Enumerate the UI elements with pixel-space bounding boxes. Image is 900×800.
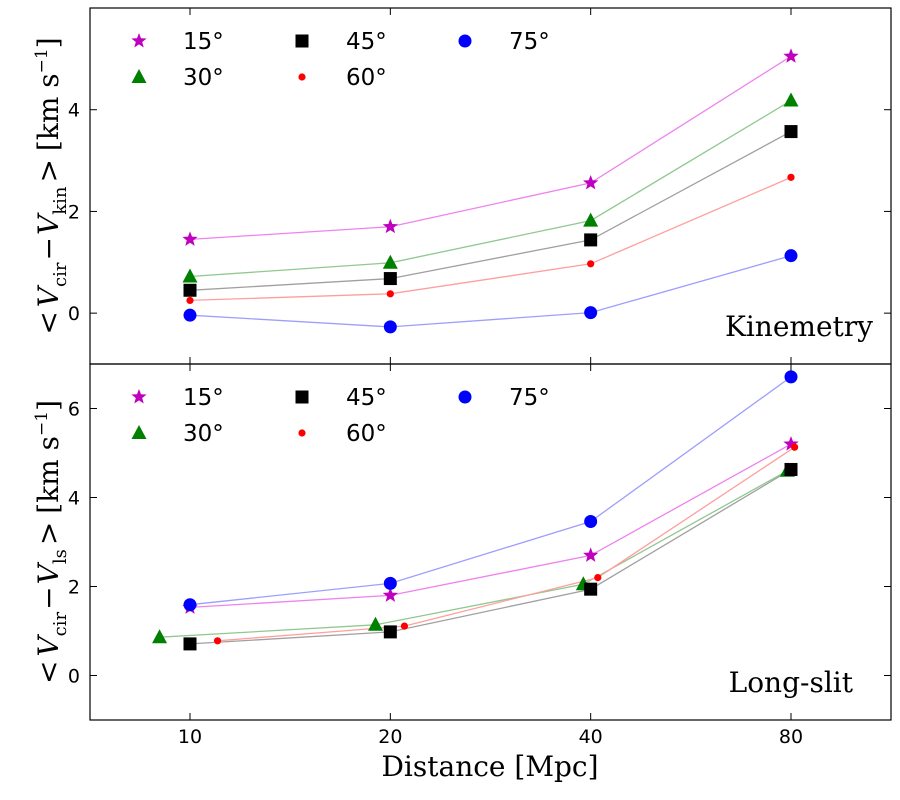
kinemetry-legend-marker-square — [295, 34, 309, 48]
kinemetry-point-square — [383, 272, 397, 286]
long-slit-legend-marker-circle — [458, 390, 472, 404]
kinemetry-point-triangle — [783, 92, 799, 107]
long-slit-x-tick-label: 40 — [579, 726, 603, 748]
kinemetry-point-circle — [383, 320, 397, 334]
kinemetry-point-star — [583, 174, 599, 190]
long-slit-point-star — [382, 587, 398, 602]
kinemetry-point-circle — [183, 308, 197, 322]
kinemetry-series-line-0 — [189, 55, 792, 241]
kinemetry-legend-label: 15° — [183, 29, 224, 55]
kinemetry-point-dot — [587, 260, 595, 268]
kinemetry-y-axis-label: <Vcir−Vkin>[km s−1] — [32, 37, 71, 334]
kinemetry-point-star — [182, 231, 198, 246]
kinemetry-point-square — [584, 233, 598, 247]
kinemetry-point-triangle — [583, 212, 599, 227]
long-slit-series-line-2 — [189, 468, 792, 645]
kinemetry-panel-label: Kinemetry — [725, 310, 873, 343]
long-slit-x-tick-label: 10 — [178, 726, 202, 748]
long-slit-legend-label: 60° — [346, 421, 387, 447]
kinemetry-series-lines — [189, 55, 792, 328]
kinemetry-legend-label: 60° — [346, 65, 387, 91]
long-slit-y-tick-label: 0 — [68, 666, 80, 688]
kinemetry-legend: 15° 30° 45° 60° 75° — [131, 29, 550, 91]
long-slit-point-dot — [790, 443, 799, 451]
long-slit-legend-label: 75° — [509, 385, 550, 411]
long-slit-legend-marker-square — [295, 390, 309, 404]
kinemetry-point-dot — [386, 290, 394, 298]
kinemetry-legend-marker-star — [131, 33, 147, 48]
long-slit-legend-label: 45° — [346, 385, 387, 411]
kinemetry-legend-marker-triangle — [131, 69, 147, 83]
long-slit-series-line-1 — [159, 470, 788, 638]
kinemetry-panel: 0 2 4 15° 30° 45° 60° 75° Kinemetry <Vcir−Vkin… — [32, 7, 892, 365]
long-slit-point-square — [784, 462, 798, 476]
long-slit-x-tick-label: 80 — [779, 726, 803, 748]
long-slit-series-line-0 — [189, 443, 792, 609]
long-slit-series-line-3 — [217, 446, 795, 642]
kinemetry-legend-label: 75° — [509, 29, 550, 55]
long-slit-legend: 15° 30° 45° 60° 75° — [131, 385, 550, 447]
long-slit-y-ticks: 0 2 4 6 — [68, 399, 891, 688]
kinemetry-series-line-4 — [189, 255, 792, 328]
long-slit-point-dot — [400, 622, 409, 630]
kinemetry-legend-marker-dot — [298, 73, 306, 81]
kinemetry-y-ticks: 0 2 4 — [68, 100, 891, 325]
long-slit-point-circle — [784, 370, 798, 384]
long-slit-series-lines — [159, 376, 795, 645]
long-slit-point-triangle — [152, 629, 168, 644]
kinemetry-y-tick-label: 0 — [68, 303, 80, 325]
kinemetry-point-circle — [584, 306, 598, 320]
x-axis-label: Distance [Mpc] — [381, 750, 598, 783]
long-slit-point-square — [183, 637, 197, 651]
long-slit-x-tick-label: 20 — [378, 726, 402, 748]
kinemetry-point-dot — [186, 296, 194, 305]
long-slit-legend-label: 15° — [183, 385, 224, 411]
long-slit-legend-marker-triangle — [131, 425, 147, 439]
kinemetry-legend-label: 30° — [183, 65, 224, 91]
long-slit-y-tick-label: 6 — [68, 399, 80, 421]
long-slit-panel-label: Long-slit — [729, 666, 854, 699]
kinemetry-series-line-1 — [189, 100, 792, 278]
kinemetry-legend-label: 45° — [346, 29, 387, 55]
kinemetry-point-square — [784, 125, 798, 139]
long-slit-point-square — [383, 625, 397, 639]
long-slit-x-ticks: 10 20 40 80 — [178, 364, 803, 748]
long-slit-point-dot — [594, 574, 602, 582]
kinemetry-point-star — [382, 218, 398, 234]
kinemetry-x-ticks — [189, 8, 792, 364]
kinemetry-point-triangle — [382, 254, 398, 269]
long-slit-legend-marker-star — [131, 389, 147, 404]
kinemetry-series-line-2 — [189, 131, 792, 291]
long-slit-series-markers — [152, 370, 799, 651]
long-slit-point-circle — [383, 576, 397, 590]
long-slit-point-circle — [183, 598, 197, 612]
long-slit-point-star — [583, 547, 599, 562]
long-slit-y-tick-label: 4 — [68, 488, 80, 510]
long-slit-point-dot — [213, 637, 222, 645]
long-slit-point-triangle — [368, 616, 384, 631]
kinemetry-point-dot — [787, 173, 795, 181]
long-slit-y-tick-label: 2 — [68, 577, 80, 599]
kinemetry-series-markers — [182, 48, 799, 334]
long-slit-legend-label: 30° — [183, 421, 224, 447]
kinemetry-point-triangle — [182, 268, 198, 283]
long-slit-y-axis-label: <Vcir−Vls>[km s−1] — [32, 400, 71, 684]
kinemetry-legend-marker-circle — [458, 34, 472, 48]
long-slit-point-star — [783, 436, 799, 451]
long-slit-series-line-4 — [189, 376, 792, 606]
kinemetry-point-circle — [784, 249, 798, 263]
long-slit-point-square — [584, 582, 598, 596]
kinemetry-series-line-3 — [189, 176, 792, 302]
long-slit-legend-marker-dot — [298, 429, 306, 437]
long-slit-point-circle — [584, 515, 598, 529]
kinemetry-point-square — [183, 283, 197, 297]
kinemetry-point-star — [783, 48, 799, 63]
kinemetry-y-tick-label: 4 — [68, 100, 80, 122]
kinemetry-y-tick-label: 2 — [68, 201, 80, 223]
long-slit-plot-frame — [89, 363, 892, 721]
